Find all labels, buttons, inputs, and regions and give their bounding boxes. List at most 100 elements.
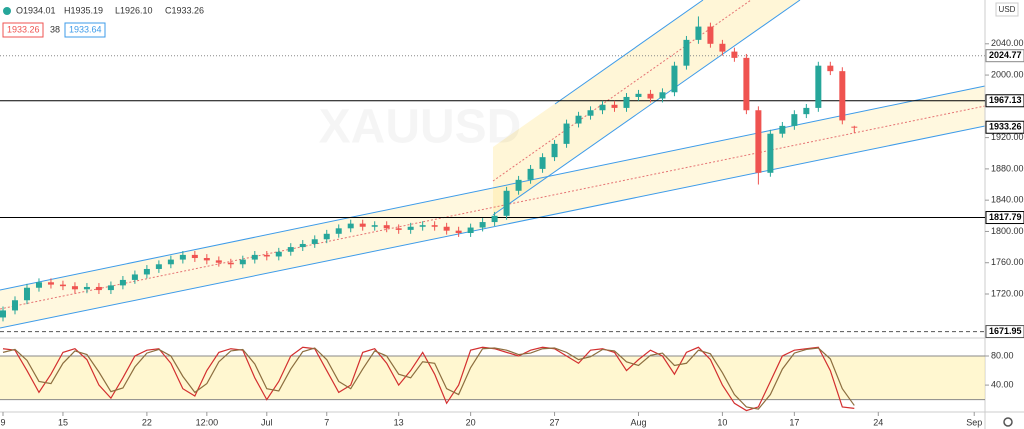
currency: USD [999, 5, 1016, 14]
y-tick-label: 80.00 [991, 350, 1014, 360]
candle-body [779, 125, 786, 134]
price-label: 1817.79 [989, 212, 1022, 222]
currency-box[interactable] [995, 2, 1019, 17]
legend-box [2, 22, 44, 38]
legend-box-text: 38 [50, 24, 60, 34]
channel-line [0, 85, 986, 291]
candle-body [203, 258, 210, 261]
settings-icon[interactable] [1003, 417, 1013, 427]
candle-body [215, 260, 222, 263]
y-tick-label: 1760.00 [991, 257, 1024, 267]
candle-body [119, 279, 126, 286]
channel-mid [492, 0, 752, 182]
x-tick-label: 13 [394, 417, 404, 427]
x-tick-label: 24 [873, 417, 883, 427]
legend-high: H1935.19 [64, 5, 103, 15]
candle-body [599, 104, 606, 111]
candle-body [719, 43, 726, 52]
candle-body [83, 286, 90, 290]
y-tick-label: 2000.00 [991, 69, 1024, 79]
candle-body [239, 259, 246, 265]
y-tick-label: 1720.00 [991, 288, 1024, 298]
candle-body [371, 225, 378, 227]
price-label: 2024.77 [989, 50, 1022, 60]
candle-body [731, 51, 738, 58]
legend-close: C1933.26 [165, 5, 204, 15]
candle-body [335, 228, 342, 234]
candle-body [263, 254, 270, 257]
candle-body [551, 143, 558, 158]
candle-body [167, 259, 174, 265]
candle-body [851, 126, 858, 128]
channel-line [492, 0, 801, 216]
candle-body [803, 107, 810, 115]
candle-body [155, 264, 162, 269]
x-tick-label: Jul [261, 417, 273, 427]
oscillator-line [2, 347, 855, 410]
x-tick-label: 9 [0, 417, 5, 427]
candle-body [467, 227, 474, 234]
candle-body [191, 254, 198, 259]
price-label: 1671.95 [989, 326, 1022, 336]
candle-body [0, 310, 6, 318]
candle-body [707, 26, 714, 44]
price-label: 1967.13 [989, 95, 1022, 105]
candle-body [503, 190, 510, 216]
candle-body [575, 115, 582, 124]
candle-body [527, 168, 534, 180]
candle-body [407, 226, 414, 230]
channel-line [554, 0, 704, 105]
candle-body [251, 254, 258, 260]
candle-body [71, 286, 78, 290]
status-dot [3, 7, 11, 15]
candle-body [563, 123, 570, 144]
oscillator-line [2, 346, 855, 412]
candle-body [287, 247, 294, 252]
price-label-box [985, 94, 1024, 108]
candle-body [815, 65, 822, 108]
y-tick-label: 1840.00 [991, 195, 1024, 205]
candle-body [539, 157, 546, 169]
oscillator-band [0, 356, 985, 400]
candle-body [647, 93, 654, 99]
candle-body [791, 114, 798, 126]
y-tick-label: 2040.00 [991, 38, 1024, 48]
candle-body [359, 223, 366, 227]
candle-body [479, 222, 486, 228]
candle-body [635, 93, 642, 97]
legend-low: L1926.10 [115, 5, 153, 15]
watermark: XAUUSD [319, 101, 522, 154]
candle-body [311, 239, 318, 244]
x-tick-label: Sep [966, 417, 982, 427]
y-tick-label: 40.00 [991, 379, 1014, 389]
candle-body [179, 254, 186, 260]
legend-open: O1934.01 [16, 5, 56, 15]
candle-body [11, 300, 18, 311]
candle-body [347, 223, 354, 229]
y-tick-label: 1920.00 [991, 132, 1024, 142]
candle-body [59, 284, 66, 287]
candle-body [143, 268, 150, 275]
x-tick-label: 10 [717, 417, 727, 427]
candle-body [695, 26, 702, 40]
candle-body [587, 110, 594, 116]
x-tick-label: 20 [466, 417, 476, 427]
x-tick-label: 22 [142, 417, 152, 427]
candle-body [443, 226, 450, 231]
candle-body [767, 133, 774, 173]
x-tick-label: 12:00 [196, 417, 219, 427]
y-tick-label: 1880.00 [991, 163, 1024, 173]
x-tick-label: 17 [789, 417, 799, 427]
candle-body [383, 225, 390, 229]
candle-body [755, 110, 762, 173]
candle-body [227, 262, 234, 265]
candle-body [47, 282, 54, 285]
x-tick-label: 27 [550, 417, 560, 427]
candle-body [299, 243, 306, 248]
y-tick-label: 1800.00 [991, 226, 1024, 236]
legend-box [64, 22, 106, 38]
channel-line [0, 125, 986, 329]
candle-body [323, 233, 330, 240]
candle-body [431, 225, 438, 227]
